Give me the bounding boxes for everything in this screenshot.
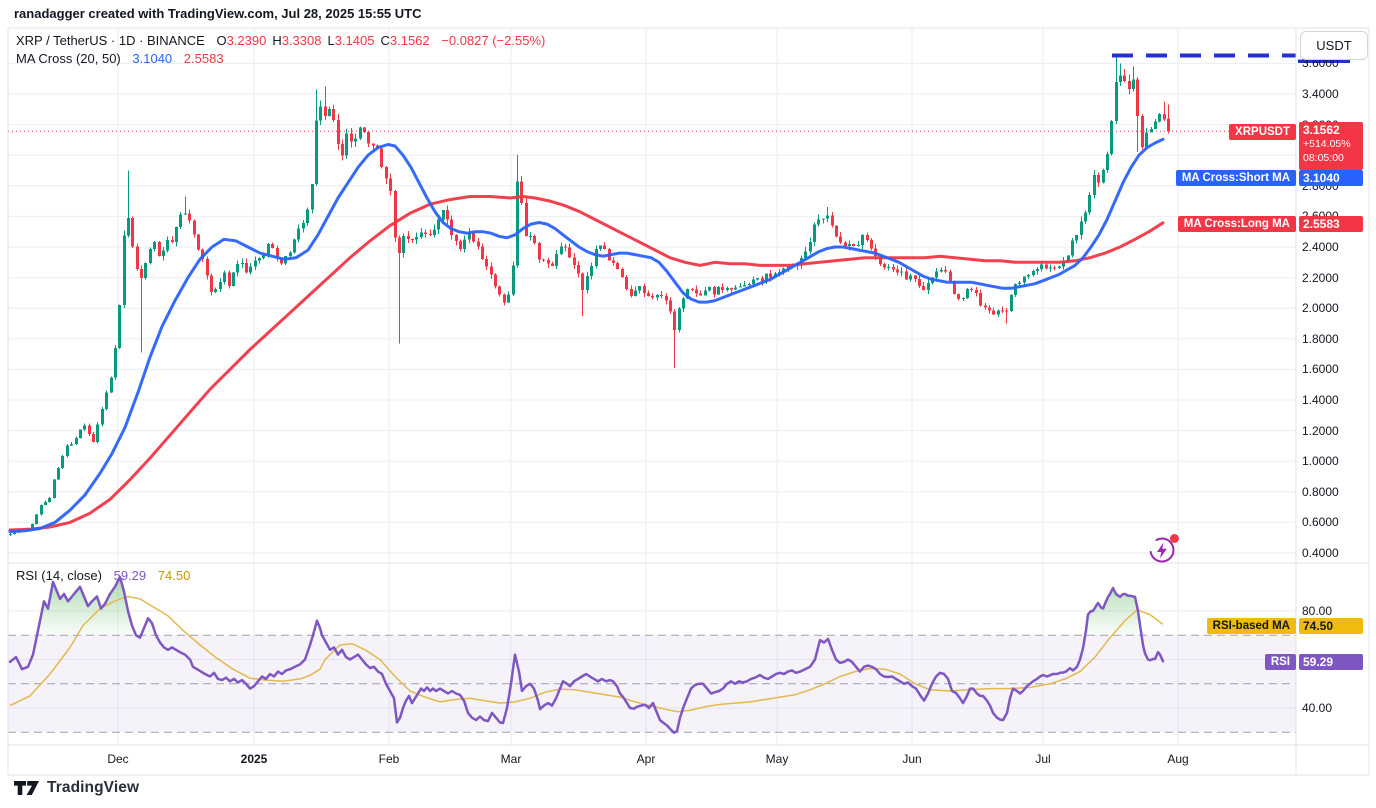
rsi-ma-line-label: RSI-based MA (1206, 618, 1296, 634)
ohlc-token-l: L3.1405 (327, 33, 375, 48)
attribution-text: ranadagger created with TradingView.com,… (14, 6, 422, 21)
bar-countdown: 08:05:00 (1303, 152, 1344, 164)
candles-layer (9, 54, 1170, 537)
price-tick-label: 1.0000 (1302, 454, 1339, 469)
short-ma-value-badge: 3.1040 (1299, 170, 1363, 186)
drawn-level-scale-marker[interactable] (1298, 59, 1350, 64)
rsi-line[interactable] (8, 575, 1165, 734)
change-value: −0.0827 (−2.55%) (441, 33, 546, 48)
time-tick-label: Apr (636, 752, 656, 766)
symbol-title[interactable]: XRP / TetherUS · 1D · BINANCE (16, 33, 205, 48)
rsi-ma-value-badge: 74.50 (1299, 618, 1363, 634)
tradingview-logo[interactable]: TradingView (14, 779, 139, 797)
time-tick-label: Jun (902, 752, 922, 766)
rsi-legend-value: 59.29 (113, 568, 147, 583)
time-tick-label: Dec (107, 752, 129, 766)
symbol-legend-row[interactable]: XRP / TetherUS · 1D · BINANCE O3.2390 H3.… (16, 33, 545, 48)
price-tick-label: 0.6000 (1302, 515, 1339, 530)
ma-long-line[interactable] (8, 195, 1165, 532)
symbol-price-badge: 3.1562 +514.05% 08:05:00 (1299, 122, 1363, 170)
ohlc-token-h: H3.3308 (272, 33, 322, 48)
flash-icon[interactable] (1149, 534, 1180, 563)
time-tick-label: Aug (1167, 752, 1189, 766)
price-tick-label: 0.4000 (1302, 546, 1339, 560)
price-tick-label: 1.8000 (1302, 331, 1339, 346)
symbol-price-line-label: XRPUSDT (1229, 123, 1296, 140)
ma-short-legend-value: 3.1040 (132, 51, 173, 66)
ohlc-token-c: C3.1562 (380, 33, 430, 48)
rsi-ma-legend-value: 74.50 (157, 568, 191, 583)
currency-toggle-button[interactable]: USDT (1300, 31, 1368, 60)
tradingview-logo-text: TradingView (47, 779, 140, 796)
rsi-title[interactable]: RSI (14, close) (16, 568, 102, 583)
price-tick-label: 1.4000 (1302, 393, 1339, 407)
rsi-overbought-fill (37, 578, 1143, 636)
pane-frame (7, 27, 1370, 776)
change-percent-value: +514.05% (1303, 138, 1351, 150)
ma-long-legend-value: 2.5583 (183, 51, 224, 66)
long-ma-value-badge: 2.5583 (1299, 216, 1363, 232)
time-tick-label: Jul (1035, 752, 1051, 766)
ma-cross-legend-row[interactable]: MA Cross (20, 50) 3.1040 2.5583 (16, 51, 224, 66)
time-tick-label: 2025 (240, 752, 268, 766)
price-tick-label: 3.4000 (1302, 87, 1339, 101)
price-tick-label: 1.6000 (1302, 362, 1339, 377)
ma-short-line[interactable] (8, 137, 1165, 534)
long-ma-line-label: MA Cross:Long MA (1177, 216, 1296, 232)
rsi-value-badge: 59.29 (1299, 653, 1363, 670)
time-tick-label: Mar (500, 752, 522, 766)
price-tick-label: 1.2000 (1302, 423, 1339, 438)
rsi-tick-label: 40.00 (1302, 701, 1333, 715)
price-tick-label: 0.8000 (1302, 484, 1339, 499)
rsi-line-label: RSI (1264, 653, 1296, 670)
ohlc-token-o: O3.2390 (216, 33, 267, 48)
price-tick-label: 2.2000 (1302, 270, 1339, 285)
time-tick-label: May (765, 752, 789, 766)
ohlc-values: O3.2390 H3.3308 L3.1405 C3.1562 (216, 33, 435, 48)
price-tick-label: 2.4000 (1302, 240, 1339, 254)
price-tick-label: 2.0000 (1302, 301, 1339, 316)
rsi-tick-label: 80.00 (1302, 604, 1333, 618)
tradingview-logo-icon (14, 780, 39, 795)
ma-cross-title[interactable]: MA Cross (20, 50) (16, 51, 121, 66)
short-ma-line-label: MA Cross:Short MA (1175, 170, 1296, 186)
price-value: 3.1562 (1303, 123, 1340, 137)
time-tick-label: Feb (378, 752, 400, 766)
rsi-ma-line[interactable] (9, 595, 1164, 713)
rsi-legend-row[interactable]: RSI (14, close) 59.29 74.50 (16, 568, 190, 583)
